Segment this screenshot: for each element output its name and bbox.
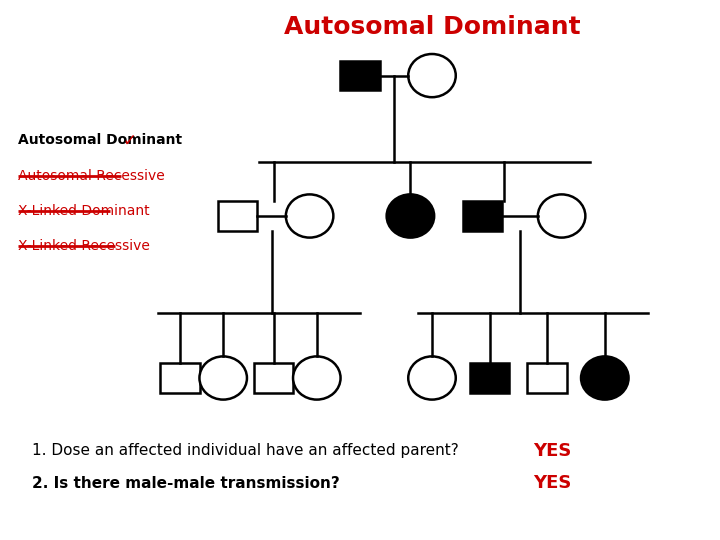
Text: 1. Dose an affected individual have an affected parent?: 1. Dose an affected individual have an a… <box>32 443 459 458</box>
Text: YES: YES <box>533 474 571 492</box>
Text: Autosomal Dominant: Autosomal Dominant <box>18 133 182 147</box>
Ellipse shape <box>286 194 333 238</box>
Bar <box>253 363 294 393</box>
Bar <box>160 363 200 393</box>
Text: Autosomal Dominant: Autosomal Dominant <box>284 15 580 39</box>
Ellipse shape <box>387 194 434 238</box>
Bar <box>340 60 380 90</box>
Text: X-Linked Recessive: X-Linked Recessive <box>18 239 150 253</box>
Ellipse shape <box>293 356 341 400</box>
Text: YES: YES <box>533 442 571 460</box>
Text: Autosomal Recessive: Autosomal Recessive <box>18 168 165 183</box>
Bar <box>470 363 510 393</box>
Text: 2. Is there male-male transmission?: 2. Is there male-male transmission? <box>32 476 340 491</box>
Text: X-Linked Dominant: X-Linked Dominant <box>18 204 150 218</box>
Ellipse shape <box>408 54 456 97</box>
Ellipse shape <box>408 356 456 400</box>
Bar <box>463 201 503 231</box>
Bar <box>527 363 567 393</box>
Ellipse shape <box>538 194 585 238</box>
Ellipse shape <box>581 356 629 400</box>
Bar <box>217 201 258 231</box>
Text: ✓: ✓ <box>122 131 136 150</box>
Ellipse shape <box>199 356 247 400</box>
